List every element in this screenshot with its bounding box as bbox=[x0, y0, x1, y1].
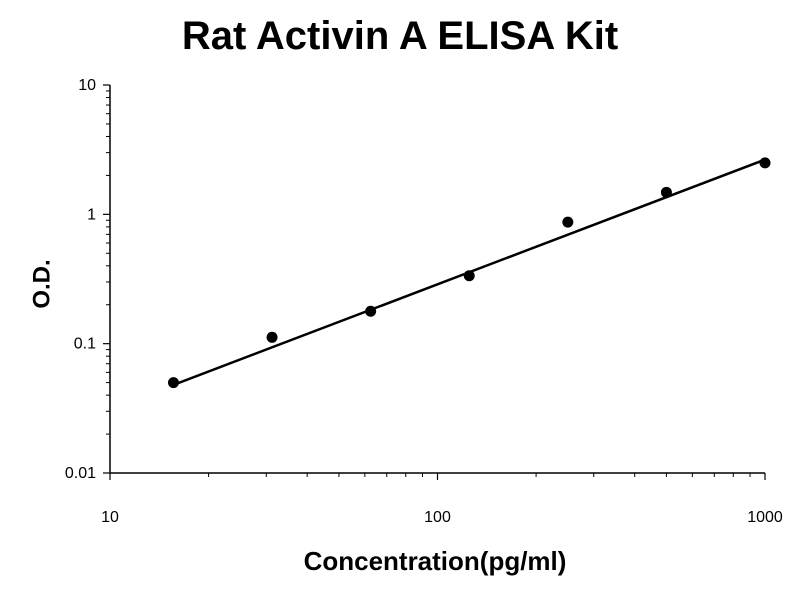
x-tick-label: 100 bbox=[424, 509, 451, 526]
data-point bbox=[660, 186, 672, 198]
axes bbox=[109, 85, 765, 474]
data-point bbox=[266, 331, 278, 343]
data-point bbox=[759, 157, 771, 169]
x-tick-label: 10 bbox=[101, 509, 119, 526]
data-point bbox=[463, 270, 475, 282]
data-point bbox=[365, 305, 377, 317]
x-tick-label: 1000 bbox=[747, 509, 783, 526]
tick-marks bbox=[103, 84, 766, 480]
x-axis-label: Concentration(pg/ml) bbox=[303, 546, 567, 576]
y-tick-label: 1 bbox=[87, 206, 96, 223]
chart-title: Rat Activin A ELISA Kit bbox=[181, 14, 619, 58]
data-point bbox=[167, 377, 179, 389]
y-tick-label: 10 bbox=[78, 77, 96, 94]
y-tick-label: 0.01 bbox=[65, 465, 96, 482]
y-tick-label: 0.1 bbox=[74, 336, 96, 353]
data-points bbox=[167, 157, 771, 389]
tick-labels: 0.01 0.1 1 10 10 100 1000 bbox=[65, 77, 783, 526]
data-point bbox=[562, 216, 574, 228]
